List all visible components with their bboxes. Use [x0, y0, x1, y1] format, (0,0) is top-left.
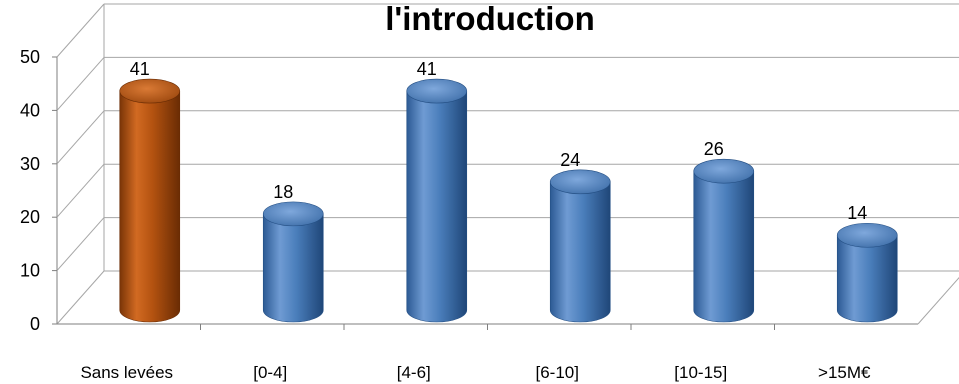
bar [693, 158, 755, 323]
chart-title: l'introduction [385, 0, 594, 37]
data-label: 24 [560, 150, 580, 170]
y-tick-label: 40 [20, 100, 40, 120]
data-label: 26 [704, 139, 724, 159]
x-tick-label: [6-10] [536, 363, 579, 382]
chart-axes [52, 3, 959, 330]
bar [119, 78, 181, 323]
data-labels: 41 18 41 24 26 14 [130, 59, 868, 223]
y-tick-label: 10 [20, 261, 40, 281]
bar [406, 78, 468, 323]
y-tick-label: 50 [20, 47, 40, 67]
data-label: 18 [273, 182, 293, 202]
x-tick-label: Sans levées [80, 363, 173, 382]
gridline [56, 217, 959, 271]
x-axis-labels: Sans levées [0-4] [4-6] [6-10] [10-15] >15M€ [80, 363, 871, 382]
x-tick-label: [4-6] [397, 363, 431, 382]
floor-right-edge [917, 277, 959, 325]
y-tick-label: 0 [30, 314, 40, 334]
gridline [56, 110, 959, 165]
data-label: 14 [847, 203, 867, 223]
data-label: 41 [130, 59, 150, 79]
gridline [56, 270, 959, 325]
y-axis-labels: 0 10 20 30 40 50 [20, 47, 40, 334]
bar [262, 201, 324, 323]
x-tick-label: [10-15] [674, 363, 727, 382]
bar [836, 222, 898, 323]
y-tick-label: 20 [20, 207, 40, 227]
y-tick-label: 30 [20, 154, 40, 174]
data-label: 41 [417, 59, 437, 79]
bar-series [119, 78, 898, 323]
bar [549, 169, 611, 323]
gridline [56, 3, 959, 58]
gridline [56, 163, 959, 218]
x-tick-label: >15M€ [818, 363, 871, 382]
gridline [56, 56, 959, 111]
x-tick-label: [0-4] [253, 363, 287, 382]
